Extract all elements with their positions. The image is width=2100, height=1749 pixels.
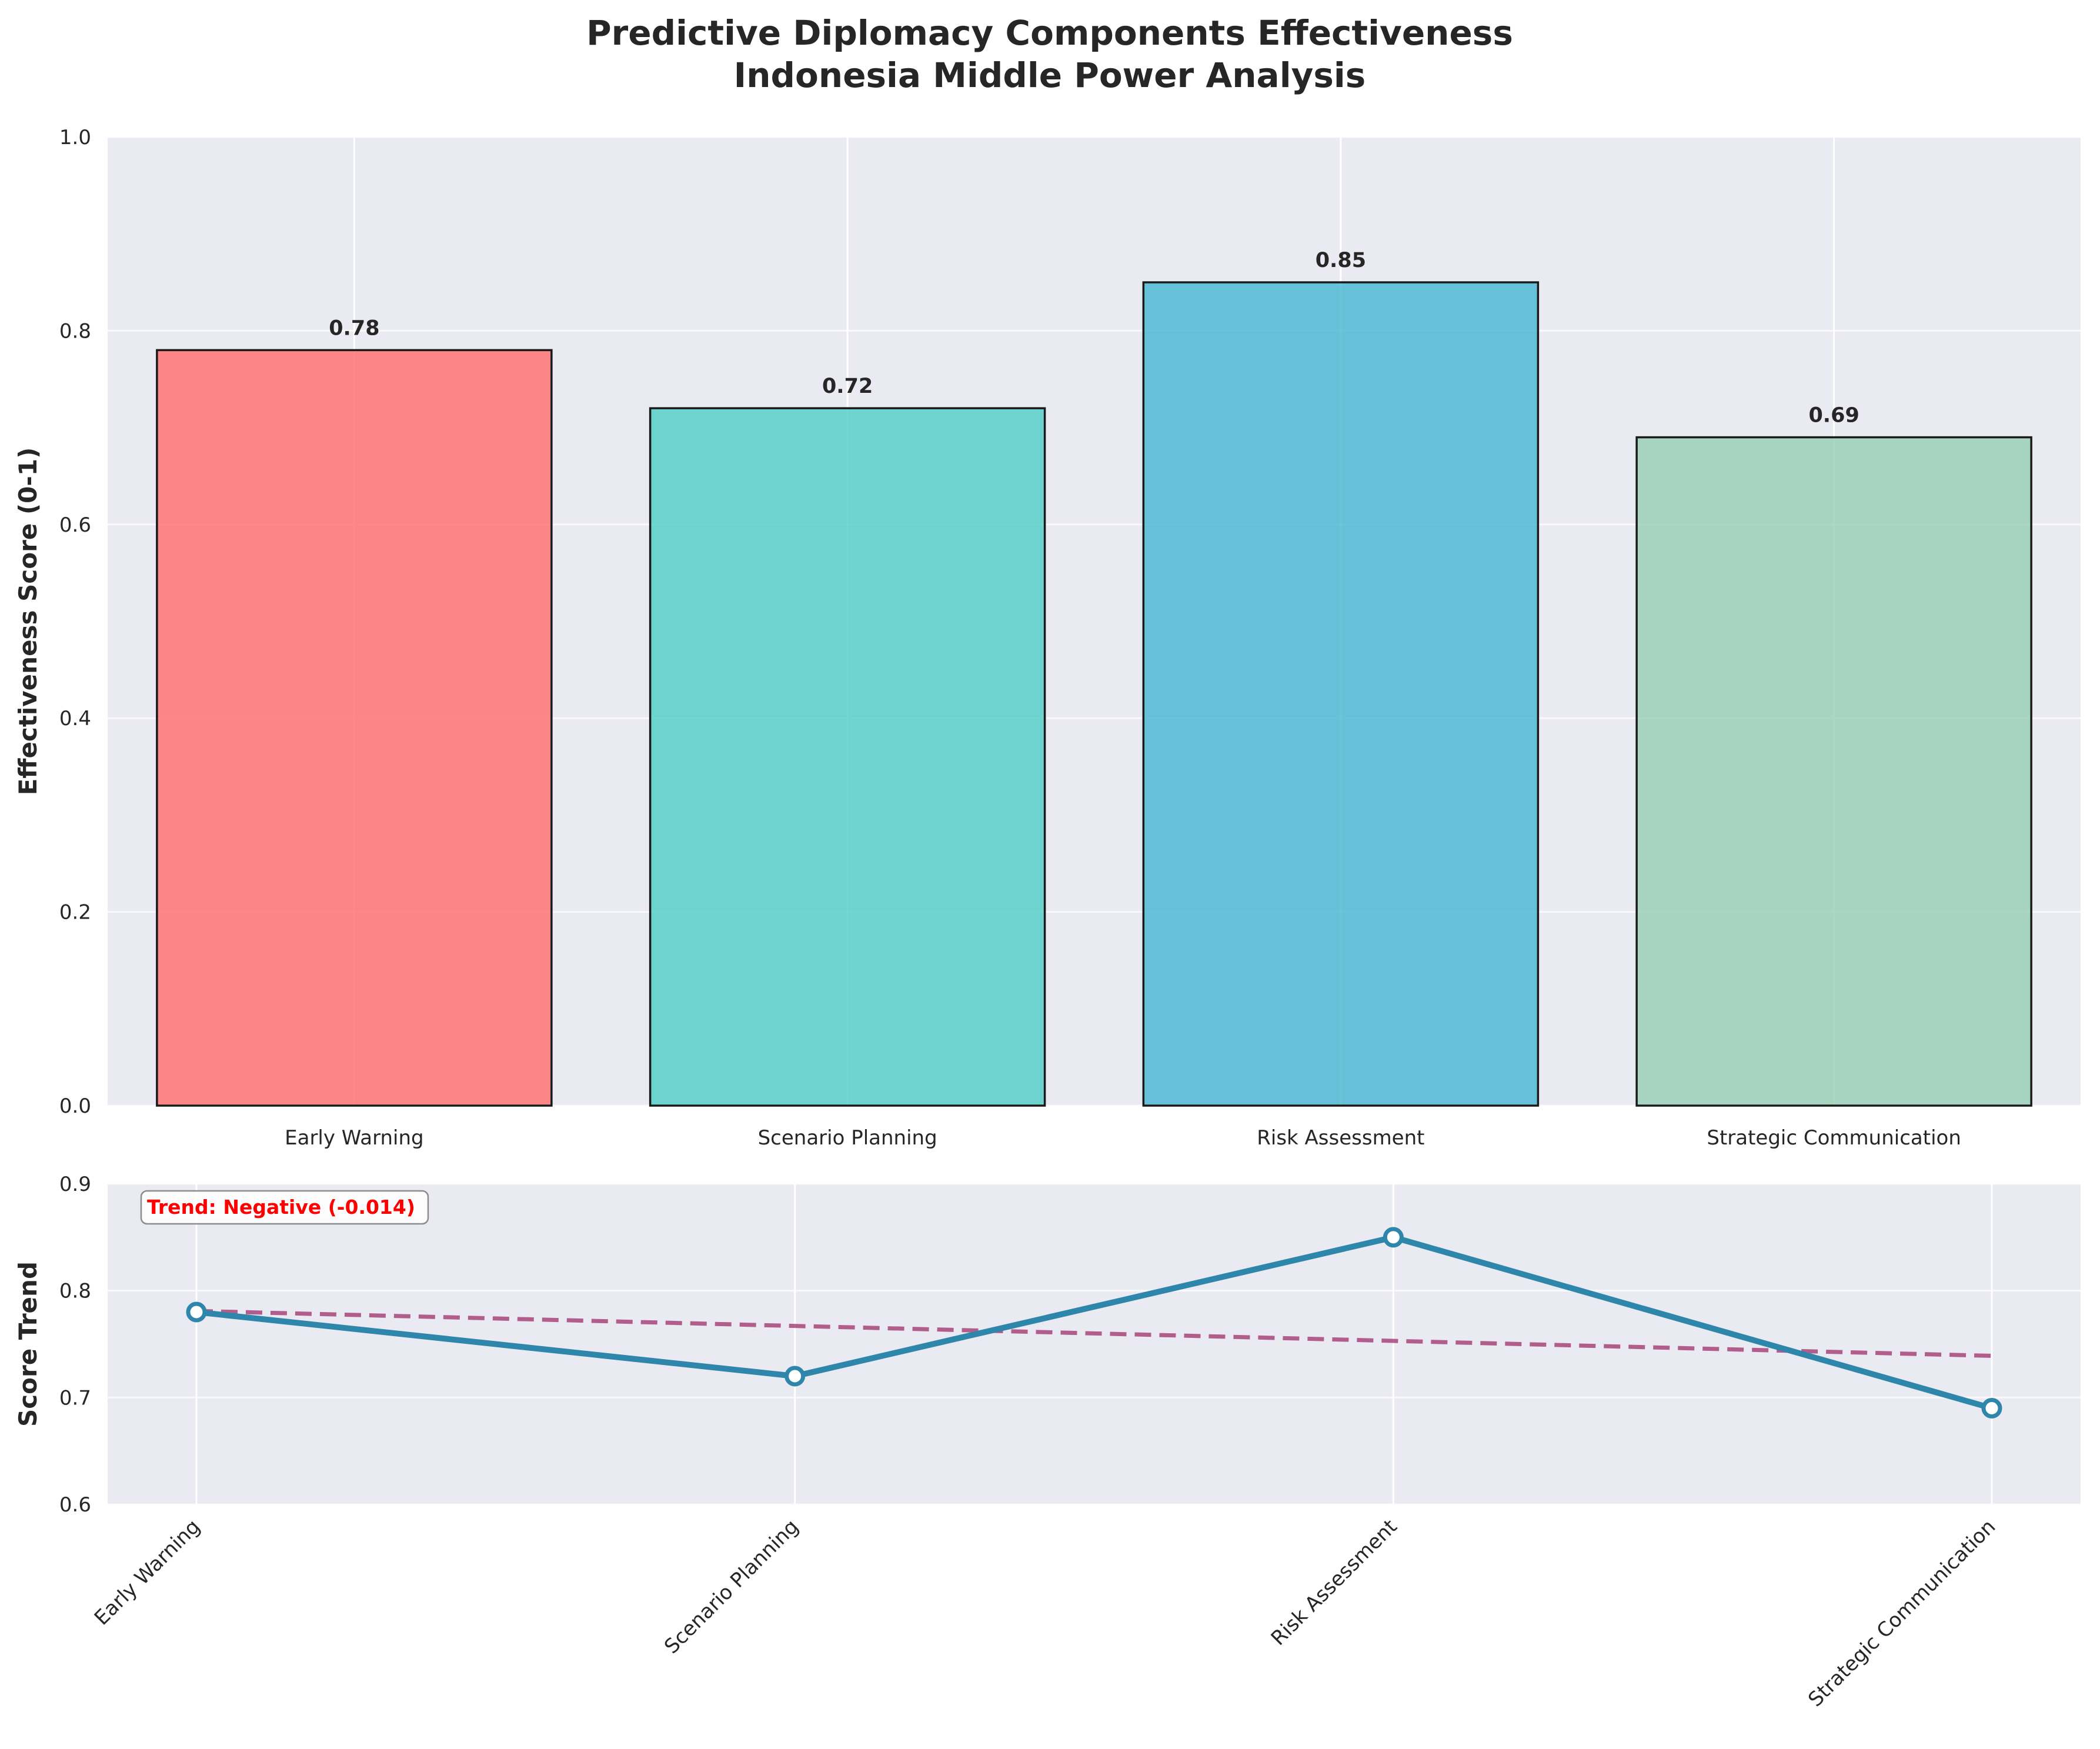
trend-x-tick-label: Risk Assessment (1267, 1515, 1402, 1650)
bar-y-axis-label: Effectiveness Score (0-1) (14, 448, 42, 796)
trend-point-early-warning (186, 1301, 207, 1323)
bar-early-warning (156, 349, 553, 1107)
trend-y-tick-label: 0.8 (59, 1280, 91, 1303)
bar-y-tick-label: 0.4 (59, 707, 91, 730)
trend-y-tick-label: 0.9 (59, 1173, 91, 1196)
chart-title-line-1: Predictive Diplomacy Components Effectiv… (586, 13, 1513, 53)
bar-y-tick-label: 1.0 (59, 126, 91, 149)
bar-x-tick-label: Early Warning (285, 1126, 423, 1150)
trend-point-scenario-planning (784, 1366, 806, 1387)
bar-value-label: 0.78 (329, 316, 379, 340)
trend-x-tick-label: Scenario Planning (660, 1515, 803, 1658)
chart-title-line-2: Indonesia Middle Power Analysis (734, 55, 1366, 95)
trend-annotation: Trend: Negative (-0.014) (140, 1190, 429, 1225)
trend-y-tick-label: 0.7 (59, 1386, 91, 1410)
trend-point-strategic-communication (1981, 1398, 2002, 1418)
bar-x-tick-label: Strategic Communication (1707, 1126, 1961, 1150)
trend-x-tick-label: Strategic Communication (1804, 1515, 2000, 1711)
trend-y-axis-label: Score Trend (14, 1261, 42, 1427)
chart-title: Predictive Diplomacy Components Effectiv… (586, 13, 1513, 95)
bar-strategic-communication (1635, 436, 2032, 1107)
bar-y-tick-label: 0.8 (59, 319, 91, 343)
bar-chart-panel: 0.0 0.2 0.4 0.6 0.8 1.0 0.78 Early Warning 0.72 S… (14, 126, 2081, 1150)
trend-annotation-box (140, 1190, 429, 1225)
trend-plot-background (108, 1184, 2081, 1504)
trend-line (196, 1309, 1992, 1358)
bar-scenario-planning (649, 407, 1046, 1107)
bar-value-label: 0.72 (822, 375, 873, 398)
bar-y-tick-label: 0.2 (59, 901, 91, 924)
bar-y-tick-label: 0.0 (59, 1094, 91, 1118)
trend-y-tick-label: 0.6 (59, 1493, 91, 1517)
trend-chart-panel: 0.6 0.7 0.8 0.9 Early Warning Scenario Planni… (14, 1173, 2081, 1711)
bar-x-tick-label: Risk Assessment (1257, 1126, 1424, 1150)
trend-point-risk-assessment (1383, 1227, 1404, 1248)
bar-value-label: 0.69 (1808, 404, 1859, 428)
bar-y-tick-label: 0.6 (59, 513, 91, 537)
trend-annotation-text: Trend: Negative (-0.014) (147, 1196, 415, 1219)
score-trend-line (196, 1234, 1993, 1411)
bar-risk-assessment (1142, 281, 1540, 1107)
bar-x-tick-label: Scenario Planning (758, 1126, 937, 1150)
bar-value-label: 0.85 (1316, 249, 1366, 272)
trend-x-tick-label: Early Warning (90, 1515, 205, 1630)
